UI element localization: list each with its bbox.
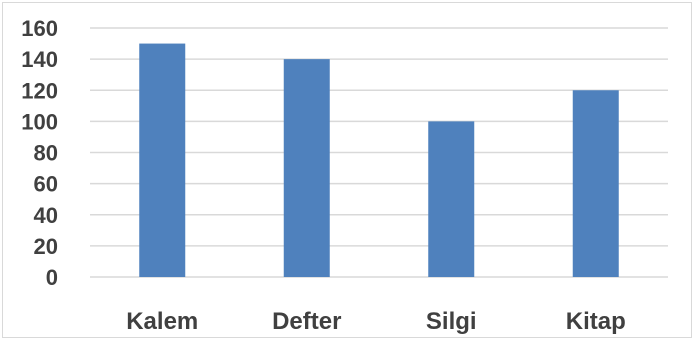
y-tick-label: 140 [21, 47, 58, 72]
y-tick-label: 80 [34, 141, 58, 166]
x-axis-category-labels: Kalem Defter Silgi Kitap [126, 308, 626, 335]
x-category-label: Defter [272, 308, 341, 335]
x-category-label: Kitap [566, 308, 626, 335]
bar-defter [283, 59, 330, 277]
x-category-label: Silgi [426, 308, 477, 335]
y-tick-label: 40 [34, 203, 58, 228]
x-category-label: Kalem [126, 308, 198, 335]
y-tick-label: 0 [46, 265, 58, 290]
y-tick-label: 60 [34, 172, 58, 197]
y-tick-label: 120 [21, 78, 58, 103]
bar-silgi [428, 121, 475, 277]
bars [139, 43, 619, 277]
bar-kitap [572, 90, 619, 277]
y-axis-tick-labels: 0 20 40 60 80 100 120 140 160 [21, 16, 58, 290]
y-tick-label: 20 [34, 234, 58, 259]
y-tick-label: 160 [21, 16, 58, 41]
gridlines [90, 27, 668, 278]
y-tick-label: 100 [21, 109, 58, 134]
bar-kalem [139, 43, 186, 277]
